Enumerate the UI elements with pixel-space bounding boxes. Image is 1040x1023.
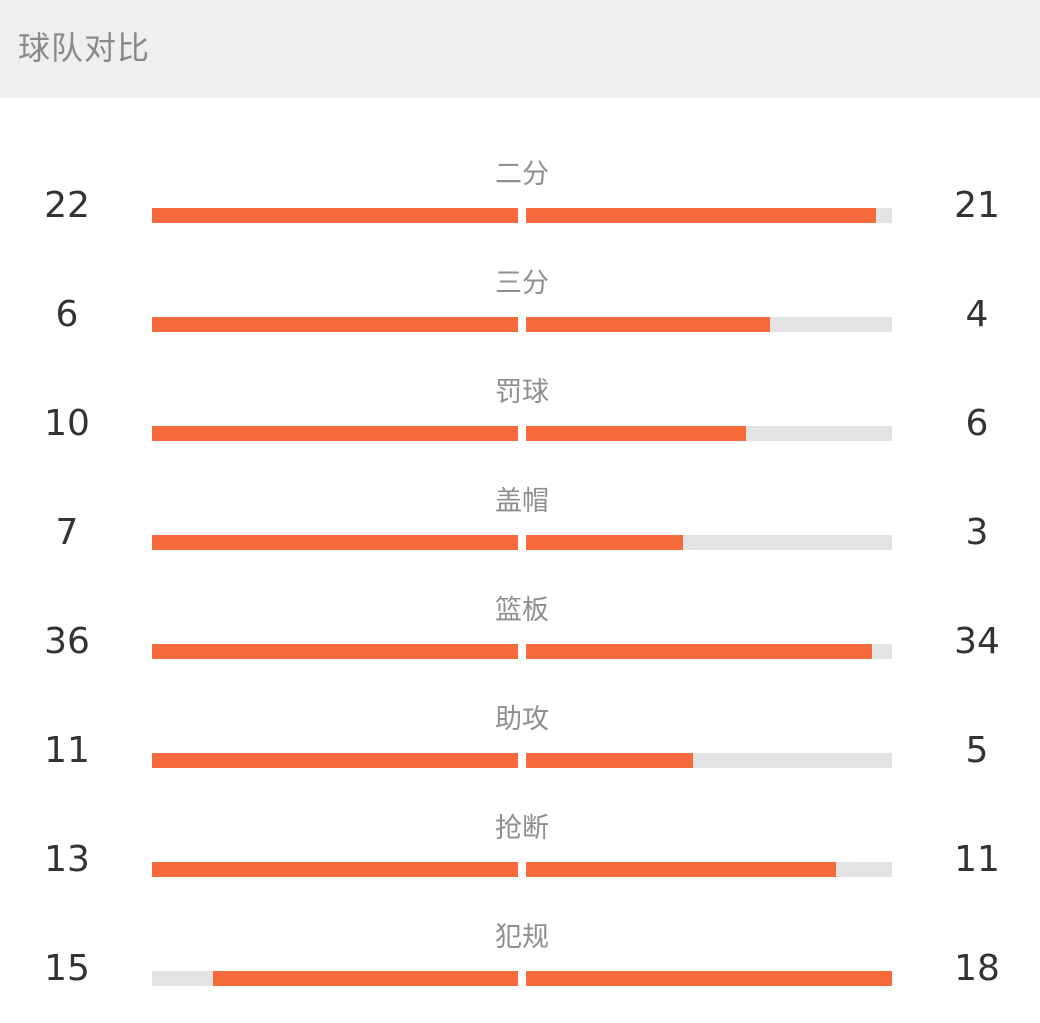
home-bar-fill: [152, 317, 518, 332]
stat-row-assists: 助攻 11 5: [0, 703, 1040, 803]
stat-label: 盖帽: [495, 486, 549, 517]
home-bar-track: [152, 208, 518, 223]
stat-row-two-points: 二分 22 21: [0, 158, 1040, 258]
away-value: 4: [965, 294, 989, 335]
away-bar-track: [526, 426, 892, 441]
away-bar-track: [526, 644, 892, 659]
stat-row-rebounds: 篮板 36 34: [0, 594, 1040, 694]
away-bar-fill: [526, 644, 872, 659]
away-bar-track: [526, 862, 892, 877]
away-bar-track: [526, 753, 892, 768]
home-bar-fill: [152, 208, 518, 223]
page-title: 球队对比: [18, 29, 151, 67]
home-bar-fill: [152, 535, 518, 550]
stat-label: 篮板: [495, 595, 549, 626]
stat-label: 罚球: [495, 377, 549, 408]
away-value: 6: [965, 403, 989, 444]
home-bar-fill: [152, 753, 518, 768]
stat-row-three-points: 三分 6 4: [0, 267, 1040, 367]
stat-row-steals: 抢断 13 11: [0, 812, 1040, 912]
home-bar-fill: [213, 971, 518, 986]
away-bar-fill: [526, 426, 746, 441]
home-bar-track: [152, 644, 518, 659]
away-value: 3: [965, 512, 989, 553]
home-bar-fill: [152, 426, 518, 441]
stat-label: 抢断: [495, 813, 549, 844]
home-value: 11: [44, 730, 90, 771]
away-value: 5: [965, 730, 989, 771]
stat-label: 三分: [495, 268, 549, 299]
away-bar-track: [526, 971, 892, 986]
home-value: 13: [44, 839, 90, 880]
home-value: 15: [44, 948, 90, 989]
home-bar-track: [152, 971, 518, 986]
home-bar-track: [152, 535, 518, 550]
home-bar-fill: [152, 644, 518, 659]
away-bar-fill: [526, 971, 892, 986]
home-value: 6: [55, 294, 79, 335]
stat-label: 二分: [495, 159, 549, 190]
stat-label: 犯规: [495, 922, 549, 953]
away-bar-track: [526, 317, 892, 332]
home-value: 7: [55, 512, 79, 553]
away-bar-track: [526, 535, 892, 550]
away-value: 21: [954, 185, 1000, 226]
home-bar-track: [152, 317, 518, 332]
away-bar-fill: [526, 753, 693, 768]
away-bar-fill: [526, 317, 771, 332]
header: 球队对比: [0, 0, 1040, 98]
away-bar-track: [526, 208, 892, 223]
home-value: 36: [44, 621, 90, 662]
home-value: 22: [44, 185, 90, 226]
away-bar-fill: [526, 862, 836, 877]
home-bar-fill: [152, 862, 518, 877]
away-bar-fill: [526, 208, 876, 223]
away-bar-fill: [526, 535, 683, 550]
stat-label: 助攻: [495, 704, 549, 735]
home-value: 10: [44, 403, 90, 444]
away-value: 11: [954, 839, 1000, 880]
home-bar-track: [152, 753, 518, 768]
home-bar-track: [152, 426, 518, 441]
stat-row-free-throws: 罚球 10 6: [0, 376, 1040, 476]
stat-row-fouls: 犯规 15 18: [0, 921, 1040, 1021]
home-bar-track: [152, 862, 518, 877]
stat-row-blocks: 盖帽 7 3: [0, 485, 1040, 585]
away-value: 34: [954, 621, 1000, 662]
away-value: 18: [954, 948, 1000, 989]
